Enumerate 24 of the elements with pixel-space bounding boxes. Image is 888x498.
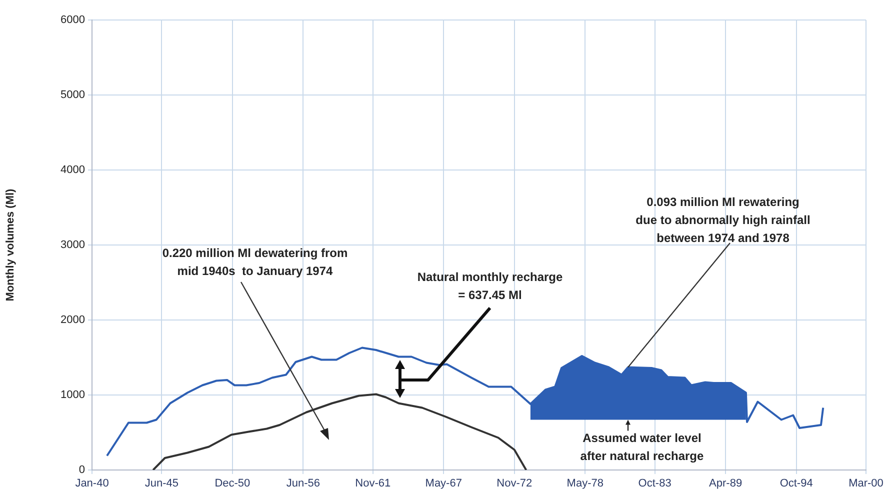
y-tick-label: 1000: [60, 389, 85, 402]
y-tick-label: 5000: [60, 89, 85, 102]
y-tick-label: 4000: [60, 164, 85, 176]
annotation: Assumed water level after natural recharge: [580, 430, 704, 465]
annotation: 0.093 million Ml rewatering due to abnormally high rainfall between 1974 and 1978: [636, 194, 810, 247]
y-tick-label: 6000: [60, 14, 85, 26]
x-tick-label: Mar-00: [848, 478, 884, 490]
x-tick-label: May-67: [425, 478, 462, 490]
y-tick-label: 0: [78, 464, 85, 476]
x-tick-label: Jan-40: [75, 478, 109, 490]
annotation: Natural monthly recharge = 637.45 Ml: [417, 269, 563, 304]
x-tick-label: Apr-89: [709, 478, 742, 490]
x-tick-label: Nov-72: [496, 478, 532, 490]
y-tick-label: 3000: [60, 239, 85, 252]
x-tick-label: Nov-61: [355, 478, 391, 490]
annotation: 0.220 million Ml dewatering from mid 1940s to January 1974: [162, 245, 348, 280]
y-tick-label: 2000: [60, 314, 85, 326]
x-tick-label: Dec-50: [214, 478, 250, 490]
x-tick-label: May-78: [566, 478, 604, 490]
x-tick-label: Jun-45: [144, 478, 178, 490]
x-tick-label: Jun-56: [286, 478, 320, 490]
y-axis-title: Monthly volumes (Ml): [4, 188, 17, 302]
x-tick-label: Oct-83: [638, 478, 672, 490]
x-tick-label: Oct-94: [780, 478, 813, 490]
